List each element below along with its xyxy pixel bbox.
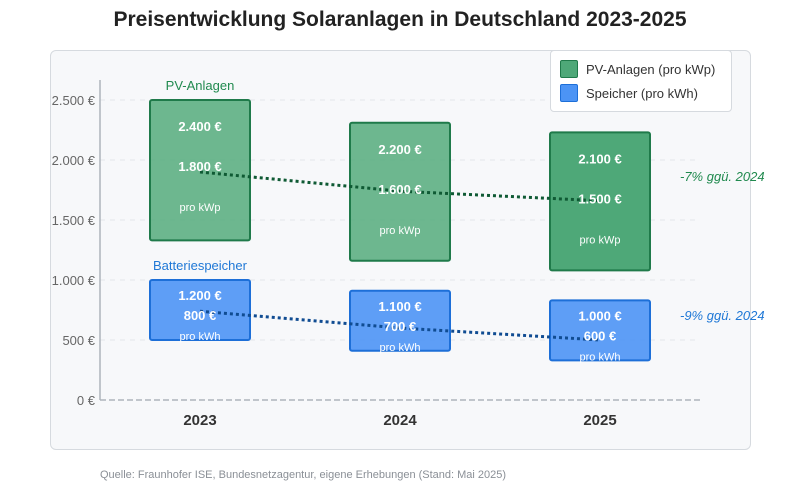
- x-tick-label-2023: 2023: [183, 412, 216, 429]
- pv-high-label-2023: 2.400 €: [178, 119, 221, 134]
- storage-unit-label-2025: pro kWh: [580, 351, 621, 363]
- pv-group-label: PV-Anlagen: [166, 78, 235, 93]
- y-tick-label-2: 1.000 €: [52, 273, 96, 288]
- storage-bar-2023: [149, 279, 251, 341]
- chart-title: Preisentwicklung Solaranlagen in Deutsch…: [113, 8, 687, 31]
- y-tick-label-5: 2.500 €: [52, 93, 96, 108]
- storage-unit-label-2023: pro kWh: [180, 331, 221, 343]
- pv-bar-2023: [149, 99, 251, 242]
- pv-low-label-2025: 1.500 €: [578, 191, 621, 206]
- storage-high-label-2024: 1.100 €: [378, 299, 421, 314]
- y-tick-label-0: 0 €: [77, 393, 96, 408]
- pv-bar-2025: [549, 131, 651, 272]
- pv-high-label-2024: 2.200 €: [378, 142, 421, 157]
- legend-swatch-storage: [560, 84, 578, 102]
- pv-trend-line: [199, 170, 601, 203]
- pv-unit-label-2023: pro kWp: [180, 202, 221, 214]
- legend-item-storage: Speicher (pro kWh): [560, 84, 698, 102]
- legend-item-pv: PV-Anlagen (pro kWp): [560, 60, 715, 78]
- storage-trend-line: [199, 309, 601, 342]
- x-tick-label-2025: 2025: [583, 412, 616, 429]
- pv-low-label-2024: 1.600 €: [378, 182, 421, 197]
- storage-trend-annotation: -9% ggü. 2024: [680, 308, 765, 323]
- storage-unit-label-2024: pro kWh: [380, 342, 421, 354]
- pv-unit-label-2025: pro kWp: [580, 234, 621, 246]
- pv-unit-label-2024: pro kWp: [380, 225, 421, 237]
- chart-legend: PV-Anlagen (pro kWp) Speicher (pro kWh): [550, 50, 732, 112]
- storage-group-label: Batteriespeicher: [153, 258, 248, 273]
- storage-low-label-2023: 800 €: [184, 308, 217, 323]
- y-tick-label-3: 1.500 €: [52, 213, 96, 228]
- y-tick-label-1: 500 €: [62, 333, 95, 348]
- y-tick-label-4: 2.000 €: [52, 153, 96, 168]
- storage-high-label-2025: 1.000 €: [578, 308, 621, 323]
- storage-bar-2025: [549, 299, 651, 362]
- storage-bar-2024: [349, 289, 451, 352]
- legend-label-storage: Speicher (pro kWh): [586, 85, 698, 101]
- x-tick-label-2024: 2024: [383, 412, 417, 429]
- pv-trend-annotation: -7% ggü. 2024: [680, 169, 765, 184]
- source-note: Quelle: Fraunhofer ISE, Bundesnetzagentu…: [100, 469, 507, 481]
- pv-high-label-2025: 2.100 €: [578, 151, 621, 166]
- storage-high-label-2023: 1.200 €: [178, 288, 221, 303]
- storage-low-label-2025: 600 €: [584, 328, 617, 343]
- pv-low-label-2023: 1.800 €: [178, 159, 221, 174]
- legend-swatch-pv: [560, 60, 578, 78]
- storage-low-label-2024: 700 €: [384, 319, 417, 334]
- legend-label-pv: PV-Anlagen (pro kWp): [586, 61, 716, 77]
